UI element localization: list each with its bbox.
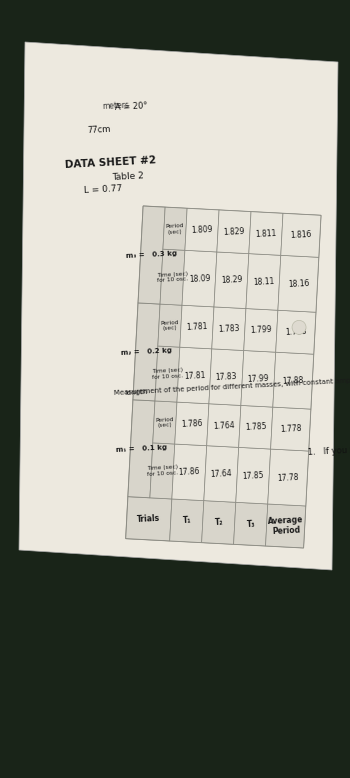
Polygon shape: [244, 309, 278, 352]
Polygon shape: [177, 347, 212, 404]
Text: Period
(sec): Period (sec): [166, 223, 184, 235]
Text: 1.816: 1.816: [290, 230, 312, 240]
Text: length: length: [125, 389, 148, 396]
Polygon shape: [212, 307, 246, 351]
Text: Table 2: Table 2: [111, 171, 144, 182]
Text: DATA SHEET #2: DATA SHEET #2: [65, 155, 157, 170]
Text: 1.764: 1.764: [213, 420, 235, 431]
Polygon shape: [138, 206, 165, 304]
Text: T₁: T₁: [182, 516, 191, 525]
Polygon shape: [126, 496, 172, 541]
Polygon shape: [170, 499, 204, 542]
Polygon shape: [278, 255, 319, 312]
Polygon shape: [207, 404, 241, 447]
Text: 1.799: 1.799: [250, 325, 272, 335]
Polygon shape: [268, 449, 309, 506]
Text: m₁ =   0.1 kg: m₁ = 0.1 kg: [116, 444, 167, 453]
Polygon shape: [150, 443, 175, 499]
Polygon shape: [281, 213, 321, 258]
Text: m₂ =   0.2 kg: m₂ = 0.2 kg: [121, 348, 172, 356]
Text: 1.785: 1.785: [245, 422, 267, 433]
Text: 1.788: 1.788: [285, 327, 307, 337]
Text: Period
(sec): Period (sec): [160, 320, 180, 331]
Text: Trials: Trials: [137, 513, 161, 524]
Polygon shape: [273, 352, 314, 409]
Text: 1.   If you nearly double the mass, does T double?: 1. If you nearly double the mass, does T…: [307, 437, 350, 457]
Polygon shape: [172, 444, 207, 500]
Polygon shape: [182, 251, 217, 307]
Text: 1.809: 1.809: [191, 225, 213, 235]
Text: 1.781: 1.781: [186, 322, 208, 332]
Text: 17.81: 17.81: [183, 370, 205, 380]
Circle shape: [292, 321, 306, 335]
Text: meters: meters: [102, 101, 130, 111]
Text: Time (sec)
for 10 osc.: Time (sec) for 10 osc.: [152, 368, 183, 380]
Polygon shape: [175, 402, 209, 446]
Text: T₃: T₃: [246, 520, 255, 529]
Text: Period
(sec): Period (sec): [155, 416, 174, 429]
Text: 17.85: 17.85: [242, 471, 264, 481]
Polygon shape: [209, 349, 244, 405]
Polygon shape: [160, 249, 185, 305]
Text: 1.829: 1.829: [223, 226, 245, 237]
Polygon shape: [241, 351, 276, 407]
Text: 18.29: 18.29: [220, 275, 243, 286]
Text: 17.88: 17.88: [282, 376, 304, 386]
Polygon shape: [214, 252, 249, 309]
Text: 17.83: 17.83: [215, 372, 237, 382]
Polygon shape: [217, 210, 251, 254]
Text: 17.78: 17.78: [277, 472, 299, 482]
Polygon shape: [204, 446, 239, 503]
Polygon shape: [126, 206, 321, 548]
Text: m₃ =   0.3 kg: m₃ = 0.3 kg: [126, 251, 177, 259]
Polygon shape: [202, 500, 236, 545]
Polygon shape: [158, 304, 182, 347]
Polygon shape: [249, 212, 283, 255]
Text: Time (sec)
for 10 osc.: Time (sec) for 10 osc.: [157, 271, 188, 283]
Text: 1.811: 1.811: [255, 229, 277, 239]
Text: 1.783: 1.783: [218, 324, 240, 334]
Polygon shape: [239, 405, 273, 449]
Polygon shape: [128, 400, 155, 498]
Text: 1.778: 1.778: [280, 424, 302, 434]
Polygon shape: [185, 209, 219, 252]
Text: 17.64: 17.64: [210, 469, 232, 479]
Text: Measurement of the period for different masses, with constant amplitude and: Measurement of the period for different …: [113, 376, 350, 396]
Text: 1.786: 1.786: [181, 419, 203, 429]
Polygon shape: [155, 346, 180, 402]
Text: 18.11: 18.11: [252, 277, 274, 287]
Text: A = 20°: A = 20°: [115, 101, 148, 112]
Polygon shape: [153, 401, 177, 444]
Text: 17.86: 17.86: [178, 468, 200, 478]
Text: 17.99: 17.99: [247, 373, 270, 384]
Text: 18.09: 18.09: [188, 274, 210, 284]
Polygon shape: [246, 254, 281, 310]
Text: T₂: T₂: [214, 517, 223, 527]
Polygon shape: [233, 503, 268, 546]
Polygon shape: [266, 504, 306, 548]
Polygon shape: [180, 305, 214, 349]
Polygon shape: [19, 42, 338, 570]
Text: 77cm: 77cm: [87, 125, 111, 135]
Polygon shape: [163, 207, 187, 251]
Polygon shape: [133, 303, 160, 401]
Text: Average
Period: Average Period: [267, 515, 304, 537]
Polygon shape: [236, 447, 271, 504]
Polygon shape: [276, 310, 316, 354]
Text: L = 0.77: L = 0.77: [84, 184, 122, 195]
Polygon shape: [271, 407, 311, 451]
Text: 18.16: 18.16: [287, 279, 309, 289]
Text: Time (sec)
for 10 osc.: Time (sec) for 10 osc.: [147, 464, 178, 477]
